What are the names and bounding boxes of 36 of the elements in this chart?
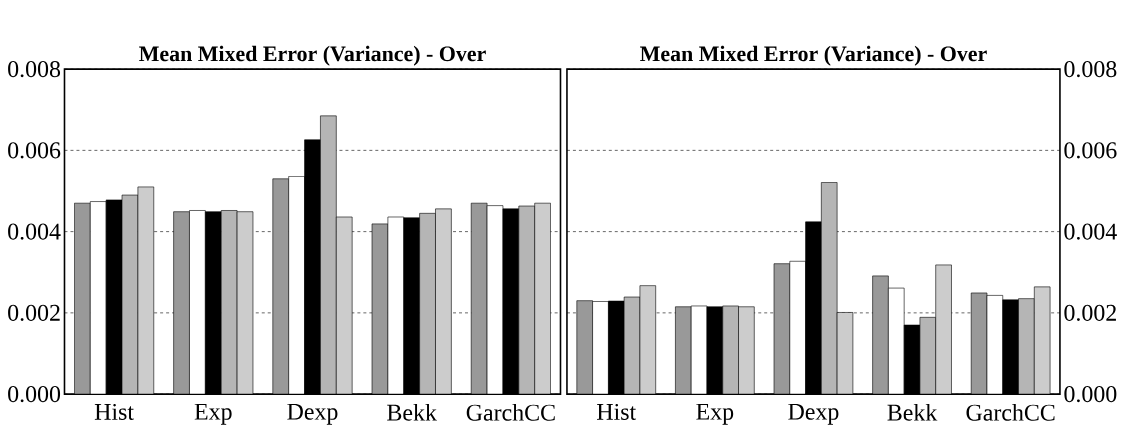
bar [675,306,692,395]
bar [288,176,305,395]
bar [592,301,609,395]
bar [419,213,436,395]
y-tick-label: 0.006 [1064,142,1117,159]
y-tick-label: 0.006 [8,142,61,159]
chart-title: Mean Mixed Error (Variance) - Over [640,45,987,66]
y-tick-label: 0.004 [1064,223,1117,240]
bar [872,275,889,395]
x-tick-label: Exp [194,403,232,425]
y-tick-label: 0.004 [8,223,61,240]
x-tick-label: Hist [597,403,637,420]
x-tick-label: GarchCC [466,403,555,421]
bar [189,210,206,395]
y-tick-label: 0.008 [1064,61,1117,78]
bar [518,205,535,395]
x-tick-label: GarchCC [966,403,1055,421]
y-tick-label: 0.000 [1064,386,1117,403]
x-tick-label: Dexp [788,403,839,425]
bar [1018,298,1035,395]
x-tick-label: Dexp [287,403,338,425]
x-tick-label: Hist [94,403,134,420]
bar [320,115,337,395]
x-tick-label: Exp [696,403,734,425]
chart-title: Mean Mixed Error (Variance) - Over [139,45,486,66]
bar [888,287,905,395]
bar [722,305,739,395]
x-tick-label: Bekk [387,403,437,421]
y-tick-label: 0.000 [8,386,61,403]
y-tick-label: 0.002 [1064,304,1116,322]
bar [576,300,593,395]
x-tick-label: Bekk [887,403,938,421]
y-tick-label: 0.008 [8,61,61,78]
bar [89,201,107,395]
bar [789,260,806,395]
y-tick-label: 0.002 [8,304,60,322]
